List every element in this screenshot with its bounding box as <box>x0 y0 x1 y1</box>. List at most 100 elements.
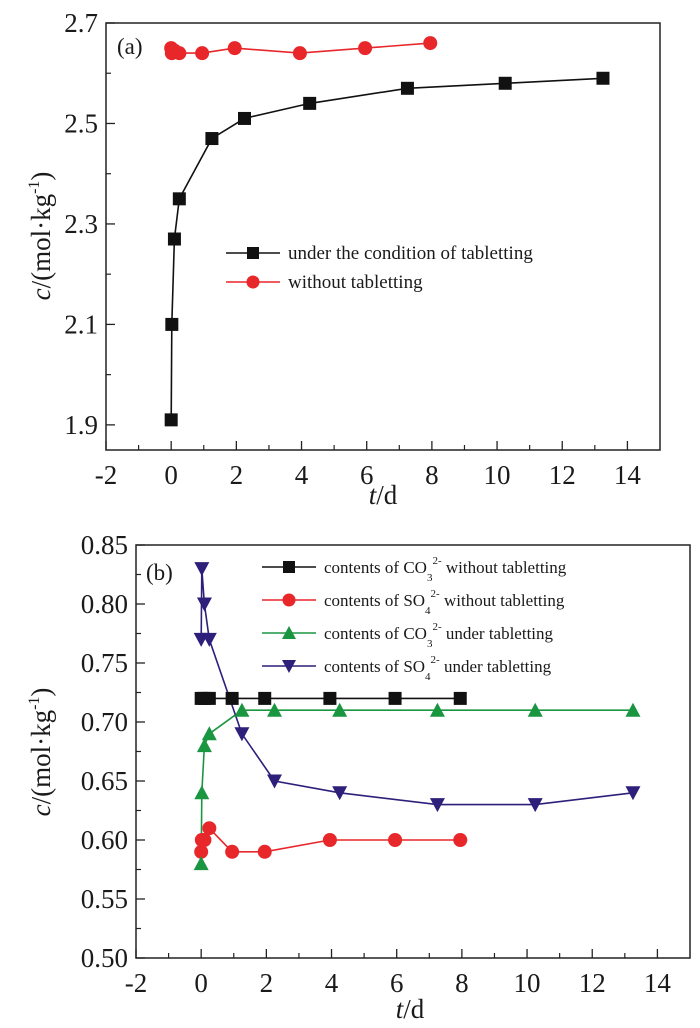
y-tick-label: 0.80 <box>81 589 128 619</box>
y-tick-labels: 1.9 2.1 2.3 2.5 2.7 <box>64 8 98 440</box>
y-tick-label: 2.1 <box>64 309 98 339</box>
chart-panel-a: -2 0 2 4 6 8 10 12 14 1.92.12.32.52.7 (a) t/d c/… <box>26 8 661 510</box>
x-tick-label: 0 <box>194 968 208 998</box>
data-point <box>388 691 402 705</box>
data-point <box>498 76 512 90</box>
x-tick-label: -2 <box>95 460 118 490</box>
data-point <box>527 702 543 717</box>
y-axis-var: c <box>26 288 56 300</box>
data-point <box>625 702 641 717</box>
legend-marker-icon <box>282 626 296 639</box>
data-point <box>165 317 179 331</box>
x-tick-label: 12 <box>579 968 606 998</box>
data-point <box>172 192 186 206</box>
legend: under the condition of tabletting without… <box>226 243 533 293</box>
panel-label: (b) <box>146 560 173 585</box>
data-point <box>303 96 317 110</box>
data-point <box>423 36 438 51</box>
axis-ticks <box>135 544 659 959</box>
legend-marker-icon <box>247 247 259 259</box>
data-point <box>202 691 216 705</box>
x-tick-labels: -2 0 2 4 6 8 10 12 14 <box>95 460 642 490</box>
x-axis-unit: /d <box>403 994 425 1024</box>
x-tick-label: 6 <box>390 968 404 998</box>
data-point <box>227 41 242 56</box>
x-tick-label: 10 <box>484 460 511 490</box>
data-point <box>332 702 348 717</box>
data-point <box>196 738 212 753</box>
data-point <box>429 702 445 717</box>
x-tick-label: 2 <box>230 460 244 490</box>
data-point <box>234 702 250 717</box>
y-axis-title: c/(mol·kg-1) <box>26 172 56 301</box>
data-point <box>358 41 373 56</box>
y-axis-title: c/(mol·kg-1) <box>26 688 56 817</box>
x-tick-label: 8 <box>425 460 439 490</box>
data-point <box>400 81 414 95</box>
data-point <box>164 413 178 427</box>
x-tick-label: 4 <box>325 968 339 998</box>
legend-item: contents of SO42- under tabletting <box>262 654 552 683</box>
data-point <box>225 844 240 859</box>
data-point <box>201 632 217 647</box>
y-axis-close: ) <box>26 172 56 181</box>
y-tick-labels: 0.50 0.55 0.60 0.65 0.70 0.75 0.80 0.85 <box>81 530 128 973</box>
series-line <box>200 709 633 864</box>
legend-item: under the condition of tabletting <box>226 243 533 264</box>
legend-label: contents of SO42- under tabletting <box>324 654 552 683</box>
data-point <box>292 46 307 61</box>
legend-marker-icon <box>283 561 295 573</box>
y-tick-label: 0.60 <box>81 825 128 855</box>
data-point <box>596 71 610 85</box>
y-tick-label: 0.55 <box>81 884 128 914</box>
legend-label: contents of CO32- under tabletting <box>324 621 554 650</box>
data-point <box>453 833 468 847</box>
legend-marker-icon <box>246 275 260 289</box>
legend-label: without tabletting <box>288 272 423 293</box>
x-tick-label: 8 <box>455 968 469 998</box>
x-tick-label: 10 <box>514 968 541 998</box>
y-axis-sup: -1 <box>26 181 43 194</box>
panel-label: (a) <box>117 34 143 59</box>
data-point <box>172 46 187 61</box>
x-tick-label: -2 <box>125 968 148 998</box>
x-tick-label: 4 <box>295 460 309 490</box>
y-tick-label: 2.5 <box>64 108 98 138</box>
x-axis-unit: /d <box>376 480 398 510</box>
legend-marker-icon <box>282 660 296 673</box>
x-tick-label: 14 <box>614 460 642 490</box>
data-point <box>267 702 282 717</box>
series-markers <box>193 562 641 871</box>
series-lines <box>170 42 604 420</box>
data-point <box>167 232 181 246</box>
data-point <box>625 786 641 801</box>
x-tick-label: 12 <box>549 460 576 490</box>
x-axis-var: t <box>369 480 378 510</box>
y-tick-label: 2.3 <box>64 209 98 239</box>
x-tick-labels: -2 0 2 4 6 8 10 12 14 <box>125 968 672 998</box>
y-axis-unit: /(mol·kg <box>26 710 56 805</box>
data-point <box>201 726 217 741</box>
data-point <box>194 785 210 800</box>
data-point <box>197 833 212 847</box>
chart-panel-b: -2 0 2 4 6 8 10 12 14 0.500.550.600.650.700.750.… <box>26 530 691 1024</box>
data-point <box>323 691 337 705</box>
series-lines <box>200 568 634 864</box>
data-point <box>238 111 251 125</box>
x-tick-label: 14 <box>644 968 672 998</box>
y-tick-label: 2.7 <box>64 8 98 38</box>
x-axis-title: t/d <box>369 480 398 510</box>
x-tick-label: 6 <box>360 460 374 490</box>
y-tick-label: 0.65 <box>81 766 128 796</box>
data-point <box>194 844 209 859</box>
legend-label: under the condition of tabletting <box>288 243 533 264</box>
data-point <box>332 786 348 801</box>
legend-marker-icon <box>282 593 296 607</box>
data-point <box>234 727 250 742</box>
x-axis-title: t/d <box>396 994 425 1024</box>
x-tick-label: 0 <box>164 460 178 490</box>
y-tick-label: 0.50 <box>81 943 128 973</box>
legend-item: contents of CO32- without tabletting <box>262 555 567 584</box>
y-axis-sup: -1 <box>26 697 43 710</box>
